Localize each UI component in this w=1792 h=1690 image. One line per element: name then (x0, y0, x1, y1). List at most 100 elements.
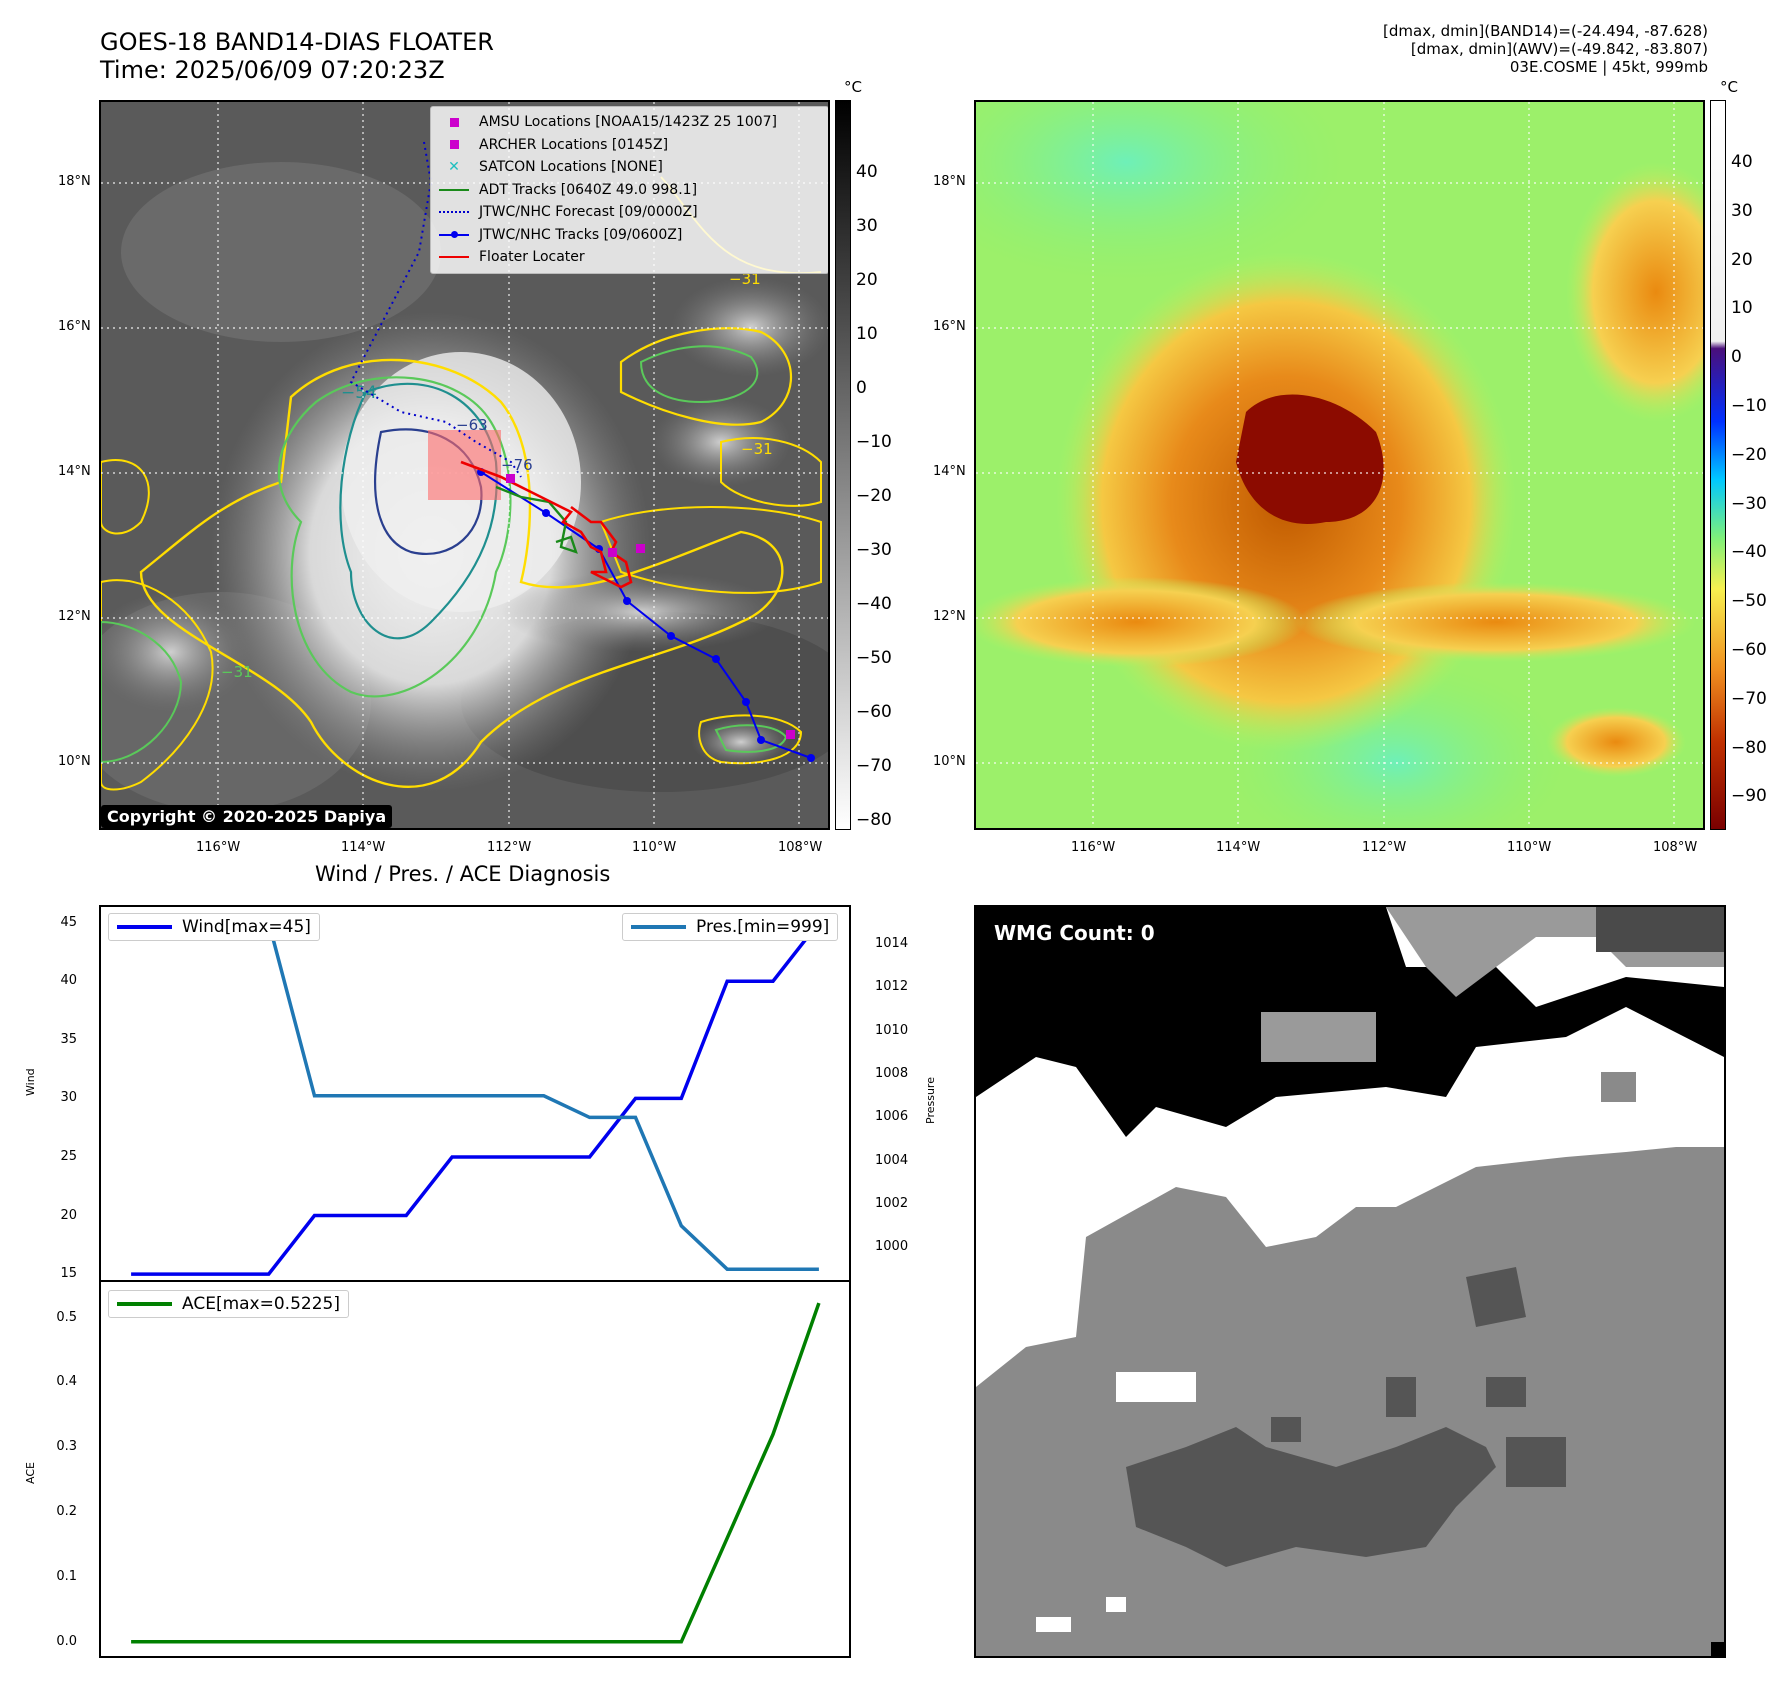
map-legend: AMSU Locations [NOAA15/1423Z 25 1007] AR… (430, 106, 828, 274)
axis-tick-label: 1006 (875, 1109, 909, 1125)
wind-series-line (131, 921, 821, 1276)
archer-marker (608, 548, 617, 557)
awv-colorbar (1710, 100, 1726, 830)
legend-label: ACE[max=0.5225] (182, 1294, 340, 1314)
legend-label: Floater Locater (479, 249, 585, 265)
copyright-badge: Copyright © 2020-2025 Dapiya (101, 805, 393, 828)
lat-label: 18°N (933, 174, 966, 189)
legend-item: ARCHER Locations [0145Z] (439, 134, 820, 157)
legend-label: ARCHER Locations [0145Z] (479, 136, 669, 153)
legend-item: Floater Locater (439, 246, 820, 269)
legend-item: AMSU Locations [NOAA15/1423Z 25 1007] (439, 111, 820, 134)
lat-label: 18°N (58, 174, 91, 189)
amsu-marker (636, 544, 645, 553)
lat-label: 10°N (58, 754, 91, 769)
ir-colorbar-ticks: 40 30 20 10 0 −10 −20 −30 −40 −50 −60 −70 −80 (856, 162, 892, 830)
wind-legend: Wind[max=45] (108, 913, 320, 941)
wind-axis-label: Wind (24, 1068, 37, 1096)
axis-tick-label: 30 (60, 1090, 77, 1106)
ace-series-line (131, 1302, 821, 1644)
ir-satellite-panel: −54 −63 −76 −31 −31 −31 (99, 100, 830, 830)
line-icon (439, 256, 469, 259)
ir-colorbar-unit: °C (844, 78, 862, 96)
legend-item: ✕ SATCON Locations [NONE] (439, 156, 820, 179)
legend-label: SATCON Locations [NONE] (479, 159, 663, 175)
axis-tick-label: 25 (60, 1148, 77, 1164)
adt-track (495, 485, 578, 554)
awv-colorbar-ticks: 40 30 20 10 0 −10 −20 −30 −40 −50 −60 −70 −80 −90 (1731, 152, 1767, 807)
axis-tick-label: 15 (60, 1266, 77, 1282)
axis-tick-label: 1010 (875, 1022, 909, 1038)
contour-label: −63 (456, 416, 488, 434)
lat-label: 14°N (58, 464, 91, 479)
amsu-marker (786, 730, 795, 739)
axis-tick-label: 35 (60, 1031, 77, 1047)
lat-label: 12°N (933, 609, 966, 624)
axis-tick-label: 1014 (875, 936, 909, 952)
axis-tick-label: 1012 (875, 979, 909, 995)
axis-tick-label: 1002 (875, 1196, 909, 1212)
lon-label: 108°W (1653, 840, 1698, 855)
axis-tick-label: 0.3 (56, 1439, 77, 1455)
axis-tick-label: 20 (60, 1207, 77, 1223)
ace-legend: ACE[max=0.5225] (108, 1290, 349, 1318)
floater-box (428, 430, 501, 500)
ace-axis-label: ACE (24, 1462, 37, 1484)
wmg-panel: WMG Count: 0 (974, 905, 1726, 1658)
lat-label: 16°N (933, 319, 966, 334)
lon-label: 110°W (1507, 840, 1552, 855)
contour-label: −31 (729, 270, 761, 288)
axis-tick-label: 1000 (875, 1239, 909, 1255)
contour-label: −31 (741, 440, 773, 458)
floater-locater-track (460, 460, 633, 589)
pressure-series-line (131, 920, 819, 1271)
lon-label: 116°W (1071, 840, 1116, 855)
info-storm: 03E.COSME | 45kt, 999mb (1509, 58, 1708, 76)
ace-line-icon (117, 1302, 172, 1306)
axis-tick-label: 0.2 (56, 1504, 77, 1520)
axis-tick-label: 0.4 (56, 1374, 77, 1390)
axis-tick-label: 1004 (875, 1152, 909, 1168)
axis-tick-label: 0.1 (56, 1568, 77, 1584)
wmg-count-label: WMG Count: 0 (986, 917, 1163, 949)
chart-title: GOES-18 BAND14-DIAS FLOATER (100, 28, 494, 56)
awv-image (976, 102, 1703, 828)
line-icon (439, 188, 469, 191)
info-awv-range: [dmax, dmin](AWV)=(-49.842, -83.807) (1410, 40, 1708, 58)
legend-item: ADT Tracks [0640Z 49.0 998.1] (439, 179, 820, 202)
jtwc-track-points (477, 468, 815, 762)
diagnosis-plot (131, 920, 821, 1644)
pressure-line-icon (631, 925, 686, 929)
contour-label: −54 (341, 383, 377, 403)
legend-label: AMSU Locations [NOAA15/1423Z 25 1007] (479, 114, 778, 130)
lat-label: 16°N (58, 319, 91, 334)
legend-label: JTWC/NHC Tracks [09/0600Z] (479, 226, 683, 243)
dotted-line-icon (439, 211, 469, 214)
legend-label: JTWC/NHC Forecast [09/0000Z] (479, 204, 698, 220)
lon-label: 112°W (487, 840, 532, 855)
wmg-image (976, 907, 1724, 1656)
square-marker-icon (449, 117, 459, 127)
contour-label: −31 (221, 663, 253, 681)
pressure-legend: Pres.[min=999] (622, 913, 839, 941)
lat-label: 14°N (933, 464, 966, 479)
info-band14-range: [dmax, dmin](BAND14)=(-24.494, -87.628) (1383, 22, 1708, 40)
lon-label: 116°W (196, 840, 241, 855)
awv-satellite-panel (974, 100, 1705, 830)
lat-label: 12°N (58, 609, 91, 624)
lon-label: 110°W (632, 840, 677, 855)
lat-label: 10°N (933, 754, 966, 769)
lon-label: 108°W (778, 840, 823, 855)
wind-line-icon (117, 925, 172, 929)
lon-label: 114°W (1216, 840, 1261, 855)
legend-label: Pres.[min=999] (696, 917, 830, 937)
legend-item: JTWC/NHC Forecast [09/0000Z] (439, 201, 820, 224)
legend-label: Wind[max=45] (182, 917, 311, 937)
legend-label: ADT Tracks [0640Z 49.0 998.1] (479, 181, 698, 198)
x-marker-icon: ✕ (448, 159, 460, 175)
panel-divider (99, 1280, 851, 1282)
chart-time: Time: 2025/06/09 07:20:23Z (100, 56, 445, 84)
legend-item: JTWC/NHC Tracks [09/0600Z] (439, 224, 820, 247)
ir-colorbar (835, 100, 851, 830)
axis-tick-label: 0.5 (56, 1309, 77, 1325)
